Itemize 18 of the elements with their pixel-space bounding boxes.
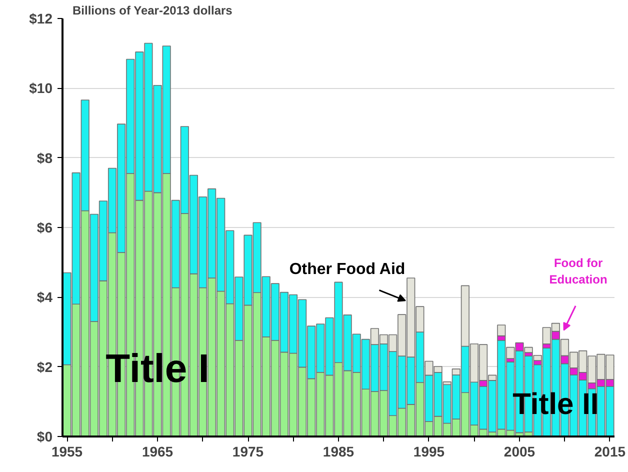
x-tick-label: 1965 bbox=[142, 444, 174, 460]
y-tick-label: $12 bbox=[29, 10, 53, 26]
y-tick-label: $2 bbox=[36, 358, 53, 375]
x-tick-label: 2015 bbox=[594, 444, 626, 460]
y-tick-label: $10 bbox=[29, 80, 53, 96]
x-tick-label: 1975 bbox=[232, 444, 264, 460]
y-axis-title: Billions of Year-2013 dollars bbox=[72, 4, 233, 18]
x-tick-label: 1955 bbox=[51, 444, 83, 460]
y-tick-label: $8 bbox=[36, 150, 53, 166]
series-label: Other Food Aid bbox=[289, 261, 406, 278]
y-tick-label: $0 bbox=[36, 428, 53, 444]
series-label: Title I bbox=[106, 347, 210, 392]
y-tick-label: $4 bbox=[36, 289, 53, 306]
y-tick-label: $6 bbox=[36, 220, 53, 236]
x-tick-label: 1985 bbox=[322, 444, 354, 460]
x-tick-label: 1995 bbox=[413, 444, 445, 460]
text: Food for Education bbox=[549, 256, 608, 287]
x-tick-label: 2005 bbox=[504, 444, 536, 460]
